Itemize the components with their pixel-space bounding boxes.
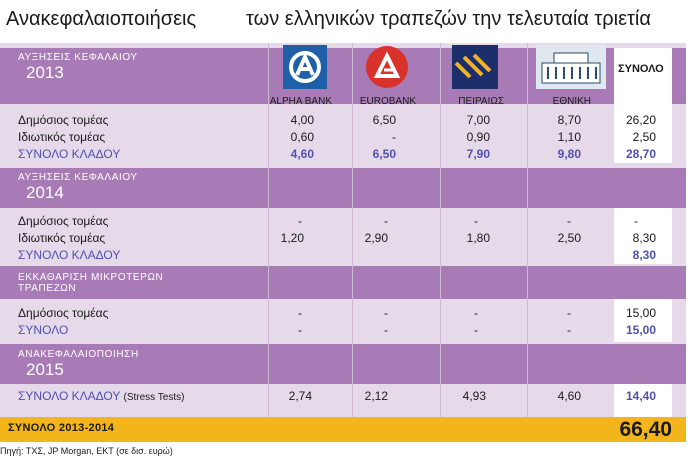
cell-value: -: [384, 323, 388, 337]
cell-value: -: [298, 306, 302, 320]
cell-value-total: 28,70: [625, 147, 656, 161]
row-label-note: (Stress Tests): [123, 392, 185, 403]
title-left: Ανακεφαλαιοποιήσεις: [6, 8, 197, 30]
cell-value-total: 14,40: [625, 389, 656, 403]
cell-value-total: 6,50: [372, 147, 396, 161]
section-label: ΑΥΞΗΣΕΙΣ ΚΕΦΑΛΑΙΟΥ: [18, 52, 138, 63]
section-band-2015: [0, 344, 686, 384]
cell-value: -: [474, 323, 478, 337]
cell-value: 0,60: [290, 130, 314, 144]
cell-value: -: [298, 323, 302, 337]
row-label-total: ΣΥΝΟΛΟ ΚΛΑΔΟΥ (Stress Tests): [18, 389, 184, 405]
section-label: ΕΚΚΑΘΑΡΙΣΗ ΜΙΚΡΟΤΕΡΩΝ: [18, 272, 164, 283]
cell-value: 2,50: [557, 231, 581, 245]
bank-name: ΕΘΝΙΚΗ: [552, 96, 591, 107]
column-divider: [527, 43, 528, 417]
cell-value: 6,50: [372, 113, 396, 127]
section-year: 2015: [26, 360, 64, 379]
cell-value-total: 4,60: [290, 147, 314, 161]
cell-value: -: [634, 214, 638, 228]
section-year: 2013: [26, 63, 64, 82]
piraeus-logo: [452, 45, 498, 89]
row-label-total: ΣΥΝΟΛΟ ΚΛΑΔΟΥ: [18, 147, 121, 161]
column-divider: [268, 43, 269, 417]
grand-total-bar: [0, 417, 686, 442]
cell-value: 1,80: [466, 231, 490, 245]
cell-value: -: [567, 214, 571, 228]
cell-value: -: [474, 214, 478, 228]
total-column-block: [614, 299, 672, 342]
cell-value: 8,30: [632, 231, 656, 245]
bank-name: EUROBANK: [359, 96, 416, 107]
grand-total-value: 66,40: [619, 418, 672, 441]
grand-total-label: ΣΥΝΟΛΟ 2013-2014: [8, 422, 115, 434]
row-label: Ιδιωτικός τομέας: [18, 231, 106, 245]
cell-value: -: [567, 306, 571, 320]
cell-value: 2,90: [364, 231, 388, 245]
cell-value: 0,90: [466, 130, 490, 144]
cell-value: 4,00: [290, 113, 314, 127]
cell-value: -: [392, 130, 396, 144]
eurobank-logo: [366, 46, 408, 88]
cell-value: 15,00: [625, 306, 656, 320]
source-note: Πηγή: ΤΧΣ, JP Morgan, ΕΚΤ (σε δισ. ευρώ): [0, 446, 173, 456]
cell-value: 8,70: [557, 113, 581, 127]
cell-value: 7,00: [466, 113, 490, 127]
cell-value-total: 15,00: [625, 323, 656, 337]
section-band-liquidation: [0, 266, 686, 299]
cell-value: 2,12: [364, 389, 388, 403]
row-label: Ιδιωτικός τομέας: [18, 130, 106, 144]
cell-value: 2,74: [288, 389, 312, 403]
total-column-block: [614, 208, 672, 264]
cell-value-total: 9,80: [557, 147, 581, 161]
cell-value: 1,20: [280, 231, 304, 245]
bank-name: ΠΕΙΡΑΙΩΣ: [458, 96, 504, 107]
cell-value: -: [384, 214, 388, 228]
cell-value: 4,93: [462, 389, 486, 403]
column-divider: [352, 43, 353, 417]
cell-value: -: [384, 306, 388, 320]
alpha-bank-logo: [283, 45, 327, 89]
section-label: ΑΝΑΚΕΦΑΛΑΙΟΠΟΙΗΣΗ: [18, 349, 139, 360]
column-divider: [440, 43, 441, 417]
cell-value: -: [474, 306, 478, 320]
cell-value: 26,20: [625, 113, 656, 127]
cell-value: 4,60: [557, 389, 581, 403]
cell-value: 1,10: [557, 130, 581, 144]
cell-value-total: 7,90: [466, 147, 490, 161]
row-label-text: ΣΥΝΟΛΟ ΚΛΑΔΟΥ: [18, 389, 121, 403]
ethniki-logo: [536, 45, 606, 89]
total-column-block: [614, 48, 672, 163]
row-label-total: ΣΥΝΟΛΟ ΚΛΑΔΟΥ: [18, 248, 121, 262]
total-column-header: ΣΥΝΟΛΟ: [618, 63, 664, 75]
cell-value: -: [298, 214, 302, 228]
section-year: 2014: [26, 183, 64, 202]
row-label: Δημόσιος τομέας: [18, 214, 109, 228]
row-label-total: ΣΥΝΟΛΟ: [18, 323, 69, 337]
row-label: Δημόσιος τομέας: [18, 306, 109, 320]
total-column-block: [614, 384, 672, 417]
cell-value-total: 8,30: [632, 248, 656, 262]
cell-value: 2,50: [632, 130, 656, 144]
row-label: Δημόσιος τομέας: [18, 113, 109, 127]
title-right: των ελληνικών τραπεζών την τελευταία τρι…: [246, 8, 651, 30]
section-label: ΑΥΞΗΣΕΙΣ ΚΕΦΑΛΑΙΟΥ: [18, 172, 138, 183]
cell-value: -: [567, 323, 571, 337]
section-band-2014: [0, 168, 686, 208]
bank-name: ALPHA BANK: [269, 96, 332, 107]
section-label: ΤΡΑΠΕΖΩΝ: [18, 283, 77, 294]
